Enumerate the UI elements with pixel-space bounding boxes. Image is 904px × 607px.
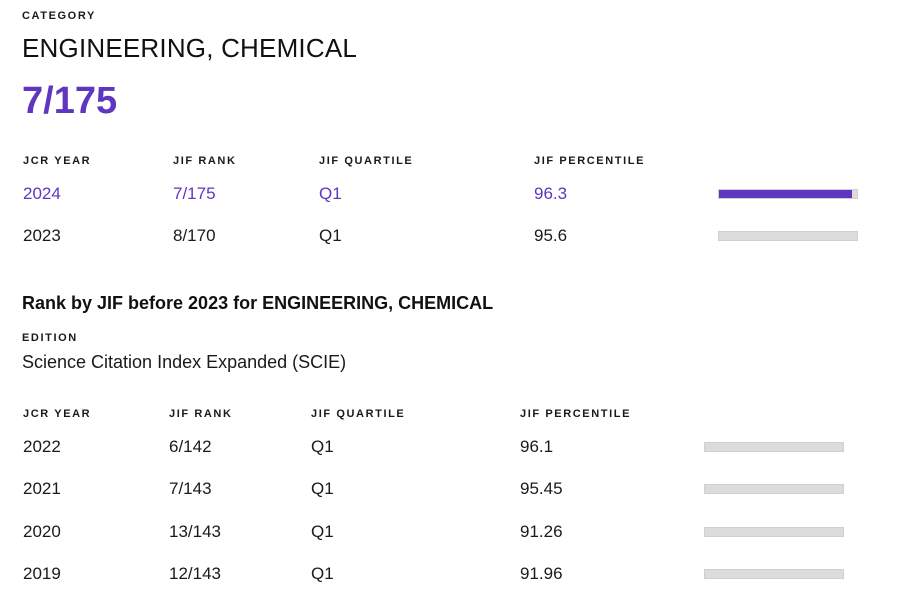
col-header-jif-percentile: JIF PERCENTILE [520, 408, 632, 420]
cell-rank: 12/143 [169, 564, 221, 583]
percentile-bar-fill [719, 190, 852, 198]
cell-rank: 8/170 [173, 226, 216, 245]
cell-quartile: Q1 [311, 522, 334, 541]
cell-percentile: 96.1 [520, 437, 554, 456]
percentile-bar [704, 569, 844, 579]
section-title-before-2023: Rank by JIF before 2023 for ENGINEERING,… [22, 293, 494, 313]
category-rank: 7/175 [22, 80, 118, 122]
cell-year: 2021 [23, 479, 61, 498]
col-header-jif-rank: JIF RANK [169, 408, 233, 420]
cell-year: 2019 [23, 564, 61, 583]
col-header-jif-rank: JIF RANK [173, 155, 237, 167]
cell-year: 2022 [23, 437, 61, 456]
percentile-bar-fill [705, 485, 837, 493]
percentile-bar-fill [705, 570, 832, 578]
cell-percentile: 91.96 [520, 564, 563, 583]
cell-percentile: 96.3 [534, 184, 568, 203]
col-header-jif-quartile: JIF QUARTILE [311, 408, 406, 420]
edition-label: EDITION [22, 332, 78, 344]
category-label: CATEGORY [22, 10, 96, 22]
col-header-jif-percentile: JIF PERCENTILE [534, 155, 646, 167]
percentile-bar [718, 189, 858, 199]
cell-rank: 7/175 [173, 184, 216, 203]
cell-quartile: Q1 [319, 184, 342, 203]
cell-quartile: Q1 [311, 564, 334, 583]
cell-quartile: Q1 [311, 437, 334, 456]
cell-year: 2024 [23, 184, 61, 203]
col-header-jcr-year: JCR YEAR [23, 408, 92, 420]
cell-percentile: 95.6 [534, 226, 568, 245]
cell-quartile: Q1 [311, 479, 334, 498]
cell-quartile: Q1 [319, 226, 342, 245]
percentile-bar [704, 442, 844, 452]
cell-rank: 7/143 [169, 479, 212, 498]
edition-value: Science Citation Index Expanded (SCIE) [22, 352, 347, 372]
percentile-bar [704, 484, 844, 494]
category-title: ENGINEERING, CHEMICAL [22, 33, 358, 63]
cell-rank: 6/142 [169, 437, 212, 456]
cell-percentile: 91.26 [520, 522, 563, 541]
percentile-bar-fill [719, 232, 851, 240]
cell-year: 2023 [23, 226, 61, 245]
percentile-bar [704, 527, 844, 537]
cell-percentile: 95.45 [520, 479, 563, 498]
col-header-jcr-year: JCR YEAR [23, 155, 92, 167]
cell-year: 2020 [23, 522, 61, 541]
percentile-bar [718, 231, 858, 241]
percentile-bar-fill [705, 443, 838, 451]
cell-rank: 13/143 [169, 522, 221, 541]
percentile-bar-fill [705, 528, 831, 536]
col-header-jif-quartile: JIF QUARTILE [319, 155, 414, 167]
